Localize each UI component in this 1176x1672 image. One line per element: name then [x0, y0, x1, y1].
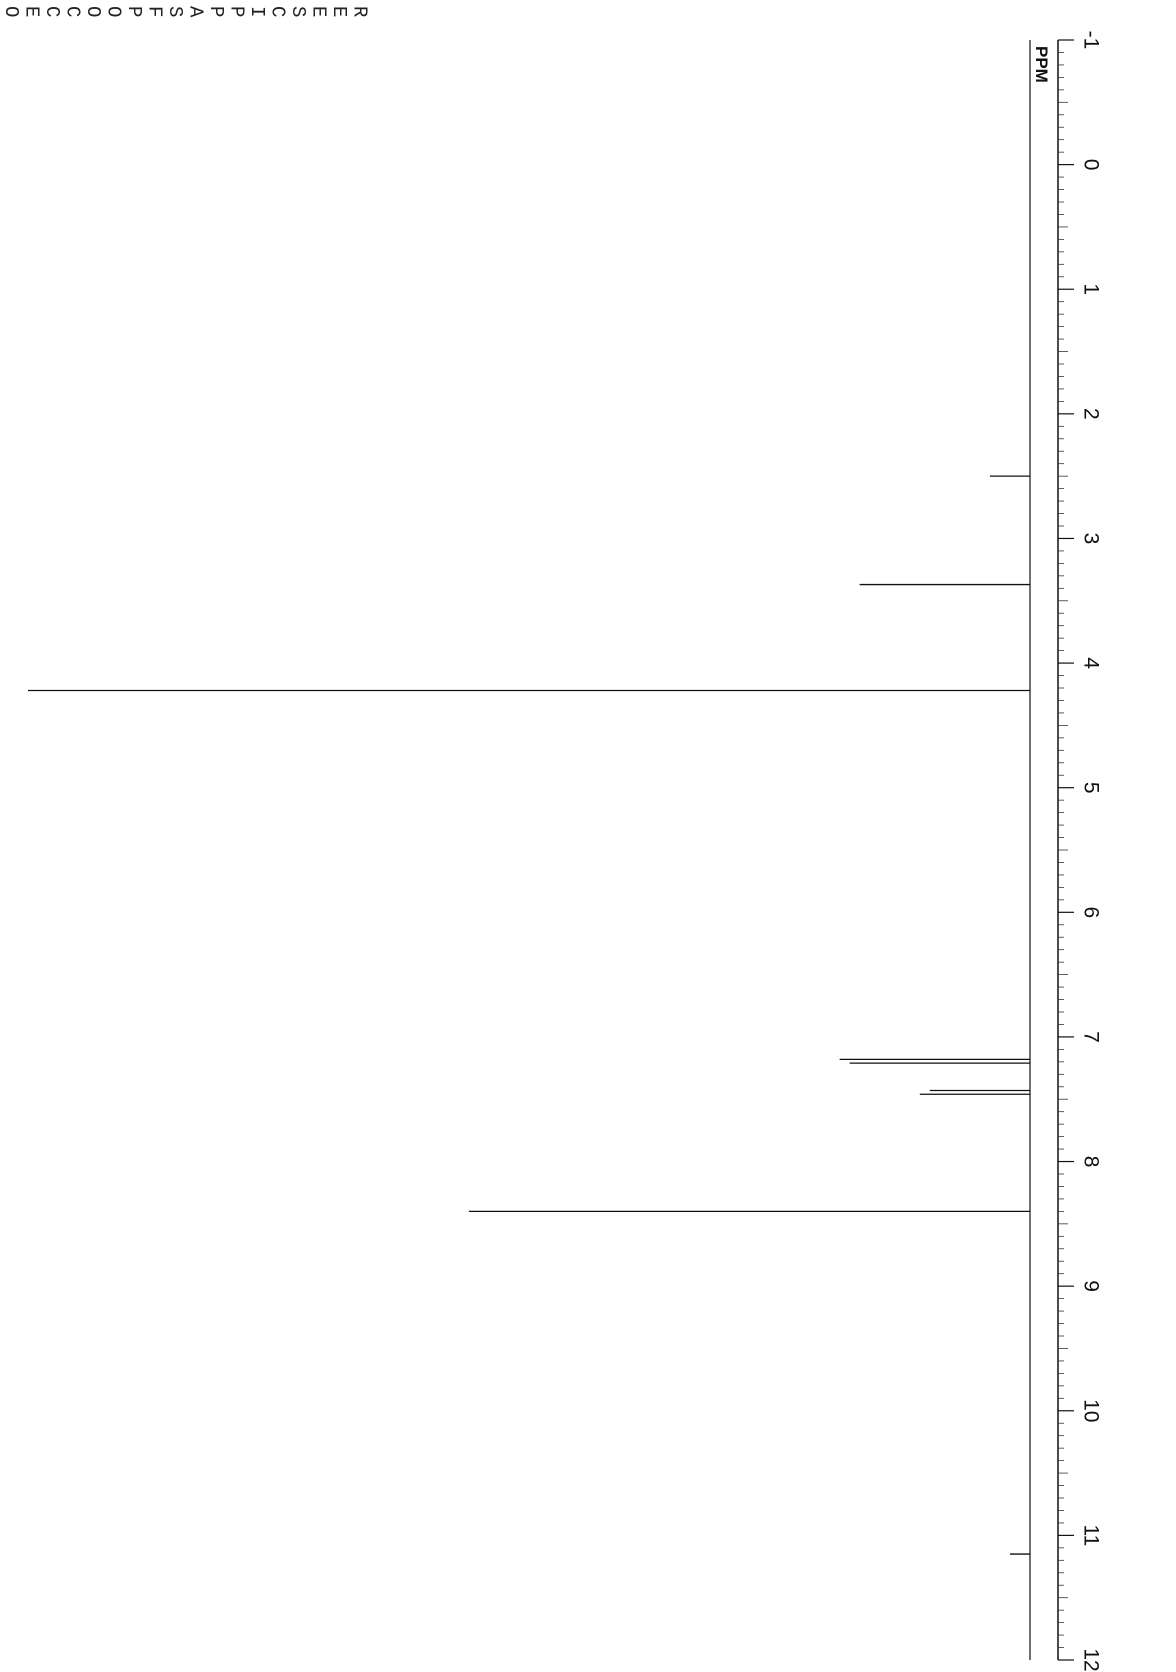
header-letter: S — [287, 6, 309, 17]
axis-tick-label: 10 — [1079, 1399, 1102, 1422]
axis-tick-label: 7 — [1079, 1031, 1102, 1043]
header-letter: A — [185, 6, 207, 18]
header-letter: R — [349, 6, 371, 17]
header-letter: C — [41, 6, 63, 17]
header-letter: F — [144, 6, 166, 17]
axis-tick-label: 4 — [1079, 657, 1102, 669]
header-letter: O — [82, 6, 104, 17]
header-letter: O — [103, 6, 125, 17]
axis-tick-label: 2 — [1079, 408, 1102, 420]
axis-tick-label: 3 — [1079, 533, 1102, 545]
axis-tick-label: 1 — [1079, 283, 1102, 295]
header-letter: C — [62, 6, 84, 17]
spectrum-peaks — [28, 475, 1030, 1555]
header-letter: P — [226, 6, 248, 17]
axis-tick-label: 11 — [1079, 1524, 1102, 1546]
axis-tick-label: 12 — [1079, 1648, 1102, 1671]
header-letter: P — [123, 6, 145, 17]
header-letter: C — [267, 6, 289, 17]
header-letter: E — [21, 6, 43, 17]
axis-tick-label: 6 — [1079, 906, 1102, 918]
axis-tick-label: -1 — [1079, 31, 1102, 50]
header-letter: S — [164, 6, 186, 17]
axis-tick-label: 9 — [1079, 1280, 1102, 1292]
header-letter: E — [308, 6, 330, 17]
header-letter: O — [0, 6, 22, 17]
header-letter: P — [205, 6, 227, 17]
axis-tick-label: 0 — [1079, 159, 1102, 171]
axis-unit-label: PPM — [1032, 46, 1051, 83]
axis-tick-label: 5 — [1079, 782, 1102, 794]
header-letter: I — [246, 6, 268, 17]
header-letter: E — [328, 6, 350, 17]
axis-tick-label: 8 — [1079, 1156, 1102, 1168]
